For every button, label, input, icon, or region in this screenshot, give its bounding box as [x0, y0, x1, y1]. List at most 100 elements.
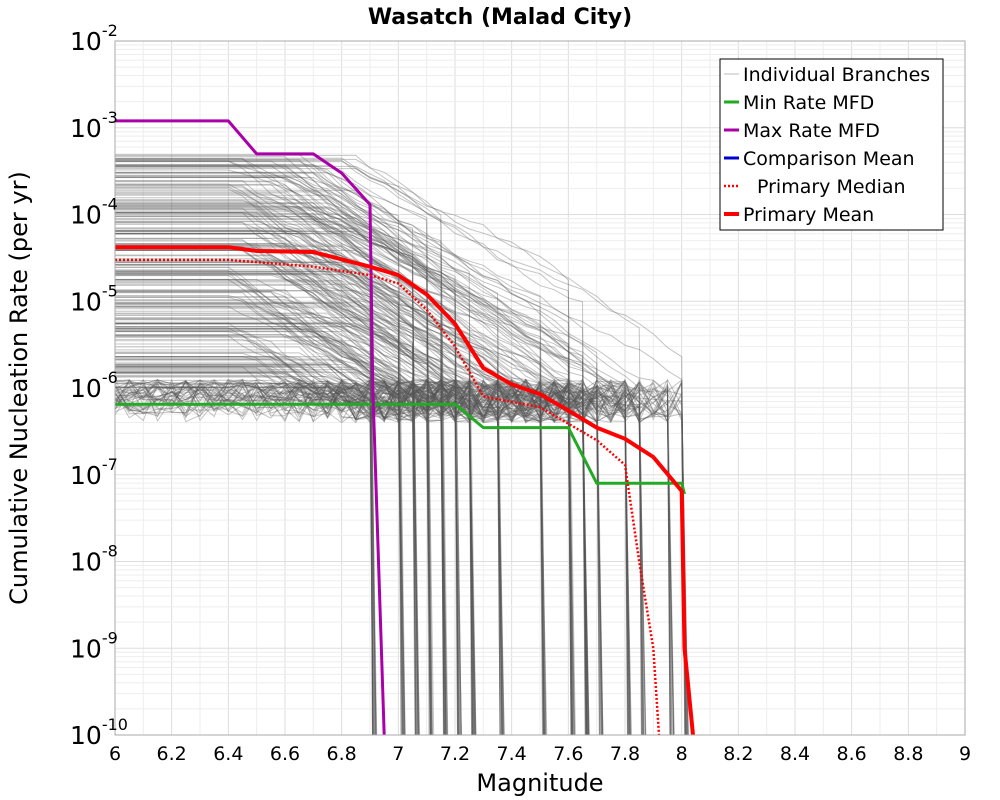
branch-curve	[115, 254, 433, 735]
branch-curve	[115, 275, 687, 735]
branch-curve	[115, 358, 546, 735]
branch-curve	[115, 266, 588, 735]
branch-curve	[115, 302, 420, 735]
branch-curve	[115, 158, 574, 735]
branch-curve	[115, 243, 572, 735]
legend-label: Primary Mean	[743, 204, 874, 226]
branch-curve	[115, 159, 448, 735]
branch-curve	[115, 329, 448, 735]
branch-curve	[115, 186, 589, 735]
branch-curve	[115, 239, 405, 735]
branch-curve	[115, 319, 589, 735]
branch-curve	[115, 362, 631, 735]
branch-curve	[115, 227, 687, 735]
branch-curve	[115, 378, 374, 735]
branch-curve	[115, 181, 433, 735]
branch-curve	[115, 211, 474, 735]
branch-curve	[115, 302, 462, 735]
branch-curve	[115, 365, 417, 735]
branch-curve	[115, 379, 504, 735]
branch-curve	[115, 368, 630, 735]
branch-curve	[115, 380, 430, 735]
branch-curve	[115, 270, 404, 735]
legend-box	[719, 58, 944, 231]
branch-curve	[115, 165, 433, 735]
branch-curve	[115, 379, 432, 735]
branch-curve	[115, 199, 646, 735]
branch-curve	[115, 233, 475, 735]
branch-curve	[115, 172, 419, 735]
legend-label: Primary Median	[757, 176, 906, 198]
series-line-min-rate-mfd	[115, 402, 686, 495]
branch-curve	[115, 160, 647, 735]
branch-curve	[115, 177, 431, 735]
branch-curve	[115, 186, 603, 735]
branch-curve	[115, 259, 420, 735]
branch-curve	[115, 207, 686, 735]
branch-curve	[115, 305, 378, 735]
branch-curve	[115, 321, 406, 735]
branch-curve	[115, 229, 446, 735]
branch-curve	[115, 299, 604, 735]
branch-curve	[115, 219, 630, 735]
branch-curve	[115, 203, 445, 735]
x-tick-label: 7.6	[553, 743, 583, 765]
branch-curve	[115, 212, 505, 735]
branch-curve	[115, 158, 477, 735]
branch-curve	[115, 378, 674, 735]
branch-curve	[115, 323, 644, 735]
branch-curve	[115, 158, 575, 735]
branch-curve	[115, 243, 445, 735]
branch-curve	[115, 172, 431, 735]
branch-curve	[115, 222, 546, 735]
branch-curve	[115, 159, 576, 735]
branch-curve	[115, 359, 590, 735]
branch-curve	[115, 356, 431, 735]
branch-curve	[115, 233, 644, 735]
branch-curve	[115, 165, 604, 735]
branch-curve	[115, 180, 419, 735]
y-axis-ticks: 10-10 10-9 10-8 10-7 10-6 10-5 10-4 10-3 10-2	[70, 21, 128, 750]
branch-curve	[115, 154, 547, 735]
branch-curve	[115, 366, 687, 735]
branch-curve	[115, 208, 672, 735]
y-tick-label: 10-8	[70, 542, 118, 577]
branch-curve	[115, 264, 671, 735]
branch-curve	[115, 281, 503, 735]
y-tick-label: 10-9	[70, 628, 118, 663]
branch-curve	[115, 291, 432, 735]
branch-curve	[115, 255, 445, 735]
branch-curve	[115, 269, 629, 735]
branch-curve	[115, 378, 647, 735]
branch-curve	[115, 271, 403, 735]
branch-curve	[115, 271, 476, 735]
branch-curve	[115, 334, 586, 735]
branch-curve	[115, 379, 689, 735]
branch-curve	[115, 379, 644, 735]
branch-curve	[115, 376, 406, 735]
branch-curve	[115, 379, 573, 735]
branch-curve	[115, 380, 447, 735]
branch-curve	[115, 299, 418, 735]
branch-curve	[115, 379, 374, 735]
branch-curve	[115, 296, 404, 735]
branch-curve	[115, 188, 587, 735]
branch-curve	[115, 209, 572, 735]
x-tick-label: 7.2	[440, 743, 470, 765]
branch-curve	[115, 379, 459, 735]
branch-curve	[115, 279, 632, 735]
branch-curve	[115, 370, 642, 735]
branch-curve	[115, 238, 587, 735]
branch-curve	[115, 160, 686, 735]
branch-curve	[115, 249, 574, 735]
branch-curve	[115, 307, 476, 735]
branch-curve	[115, 331, 445, 735]
branch-curve	[115, 274, 473, 735]
branch-curve	[115, 168, 449, 735]
branch-curve	[115, 328, 374, 735]
branch-curve	[115, 310, 604, 735]
branch-curve	[115, 280, 374, 735]
y-tick-label: 10-7	[70, 455, 118, 490]
branch-curve	[115, 157, 645, 735]
